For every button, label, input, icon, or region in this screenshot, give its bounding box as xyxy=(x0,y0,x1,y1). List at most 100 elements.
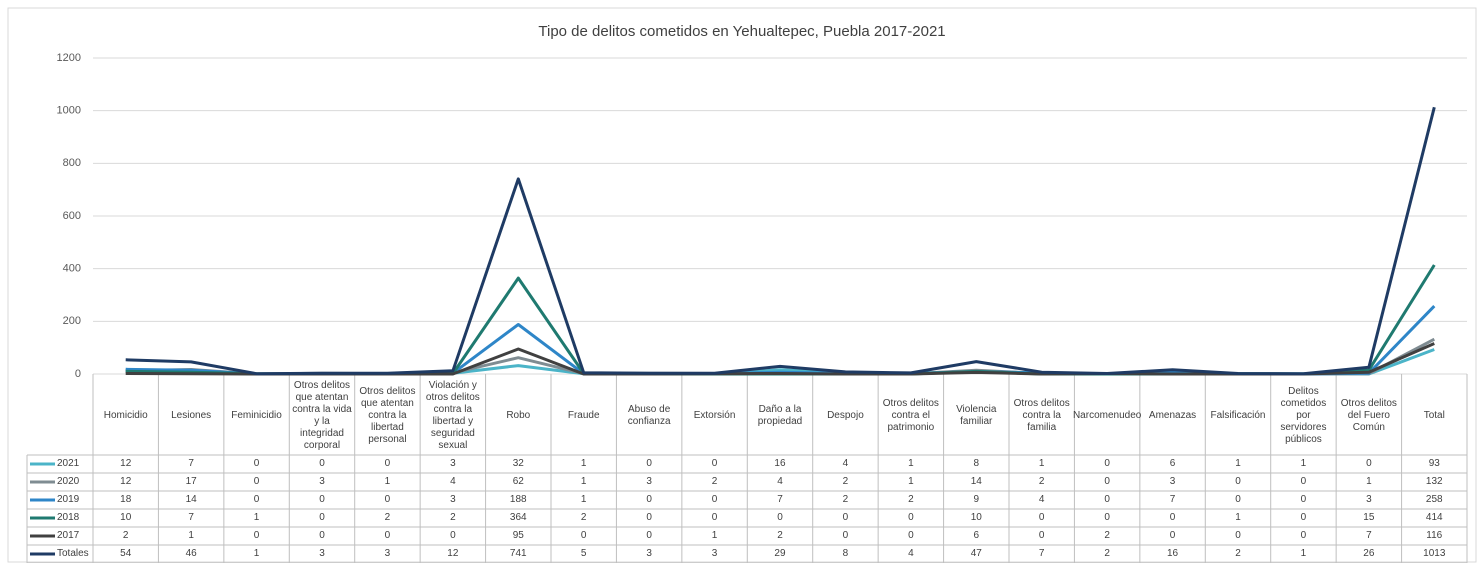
table-value: 93 xyxy=(1428,458,1440,469)
table-value: 7 xyxy=(1038,548,1045,559)
category-label: Violación y otros delitos contra la libe… xyxy=(425,379,480,451)
table-value: 9 xyxy=(973,494,980,505)
table-value: 0 xyxy=(319,530,325,541)
table-value: 1 xyxy=(384,476,391,487)
table-value: 3 xyxy=(646,548,652,559)
chart-title: Tipo de delitos cometidos en Yehualtepec… xyxy=(538,23,945,40)
table-value: 1013 xyxy=(1423,548,1446,559)
table-value: 4 xyxy=(450,476,456,487)
table-value: 0 xyxy=(1169,530,1176,541)
table-value: 1 xyxy=(1038,458,1045,469)
table-value: 7 xyxy=(777,494,783,505)
table-value: 14 xyxy=(185,494,197,505)
table-value: 7 xyxy=(1366,530,1372,541)
legend-label: 2021 xyxy=(57,458,80,469)
table-value: 0 xyxy=(646,512,652,523)
category-label: Falsificación xyxy=(1210,409,1266,421)
category-label: Otros delitos contra el patrimonio xyxy=(882,397,939,433)
category-label: Lesiones xyxy=(171,409,212,421)
table-value: 6 xyxy=(1169,458,1176,469)
table-value: 3 xyxy=(1366,494,1372,505)
table-value: 0 xyxy=(1038,512,1045,523)
table-value: 12 xyxy=(447,548,459,559)
y-tick-label: 400 xyxy=(63,263,81,275)
category-label: Total xyxy=(1423,409,1445,421)
table-value: 0 xyxy=(1235,530,1241,541)
table-value: 741 xyxy=(509,548,527,559)
table-value: 1 xyxy=(580,458,587,469)
table-value: 3 xyxy=(646,476,652,487)
table-value: 12 xyxy=(120,476,132,487)
table-value: 0 xyxy=(1300,476,1307,487)
table-value: 0 xyxy=(1235,494,1241,505)
table-value: 26 xyxy=(1363,548,1375,559)
table-value: 364 xyxy=(509,512,527,523)
category-label: Fraude xyxy=(567,409,600,421)
table-value: 8 xyxy=(842,548,849,559)
table-value: 1 xyxy=(580,494,587,505)
table-value: 0 xyxy=(319,512,325,523)
category-label: Narcomenudeo xyxy=(1072,409,1142,421)
category-label: Daño a la propiedad xyxy=(757,403,803,427)
table-value: 4 xyxy=(777,476,783,487)
legend-label: 2019 xyxy=(57,494,80,505)
table-value: 0 xyxy=(646,458,652,469)
table-value: 0 xyxy=(319,494,325,505)
table-value: 0 xyxy=(842,512,849,523)
table-value: 15 xyxy=(1363,512,1375,523)
table-value: 7 xyxy=(1169,494,1176,505)
table-value: 0 xyxy=(842,530,849,541)
legend-label: 2017 xyxy=(57,530,80,541)
table-value: 188 xyxy=(509,494,527,505)
category-label: Feminicidio xyxy=(231,409,282,421)
series-line xyxy=(125,348,1435,376)
table-value: 4 xyxy=(1038,494,1045,505)
table-value: 2 xyxy=(908,494,914,505)
table-value: 2 xyxy=(1038,476,1045,487)
table-value: 0 xyxy=(253,494,260,505)
table-value: 0 xyxy=(646,530,652,541)
table-value: 0 xyxy=(384,494,391,505)
category-label: Otros delitos que atentan contra la vida… xyxy=(292,379,352,451)
table-value: 1 xyxy=(711,530,718,541)
table-value: 0 xyxy=(711,512,718,523)
table-value: 0 xyxy=(711,458,718,469)
y-tick-label: 800 xyxy=(63,157,81,169)
table-value: 2 xyxy=(450,512,456,523)
table-value: 3 xyxy=(450,494,456,505)
table-value: 2 xyxy=(1235,548,1241,559)
table-value: 32 xyxy=(512,458,524,469)
category-label: Delitos cometidos por servidores público… xyxy=(1280,385,1327,445)
table-value: 0 xyxy=(384,530,391,541)
table-value: 2 xyxy=(1104,530,1110,541)
table-value: 4 xyxy=(908,548,914,559)
table-value: 54 xyxy=(120,548,132,559)
table-value: 0 xyxy=(450,530,456,541)
table-value: 3 xyxy=(1169,476,1176,487)
y-tick-label: 1000 xyxy=(57,105,81,117)
table-value: 5 xyxy=(580,548,587,559)
table-value: 0 xyxy=(384,458,391,469)
table-value: 3 xyxy=(319,476,325,487)
table-value: 0 xyxy=(1104,494,1110,505)
table-value: 3 xyxy=(711,548,718,559)
table-value: 8 xyxy=(973,458,980,469)
table-value: 1 xyxy=(580,476,587,487)
category-label: Amenazas xyxy=(1148,409,1197,421)
table-value: 12 xyxy=(120,458,132,469)
table-value: 0 xyxy=(646,494,652,505)
table-value: 2 xyxy=(842,494,849,505)
table-value: 2 xyxy=(580,512,587,523)
table-value: 1 xyxy=(1235,512,1241,523)
legend-label: 2018 xyxy=(57,512,80,523)
table-value: 1 xyxy=(253,512,260,523)
table-value: 0 xyxy=(777,512,783,523)
table-value: 16 xyxy=(774,458,786,469)
table-value: 2 xyxy=(384,512,391,523)
table-value: 2 xyxy=(122,530,129,541)
series-line xyxy=(125,106,1436,376)
table-value: 2 xyxy=(842,476,849,487)
table-value: 2 xyxy=(777,530,783,541)
y-tick-label: 600 xyxy=(63,210,81,222)
